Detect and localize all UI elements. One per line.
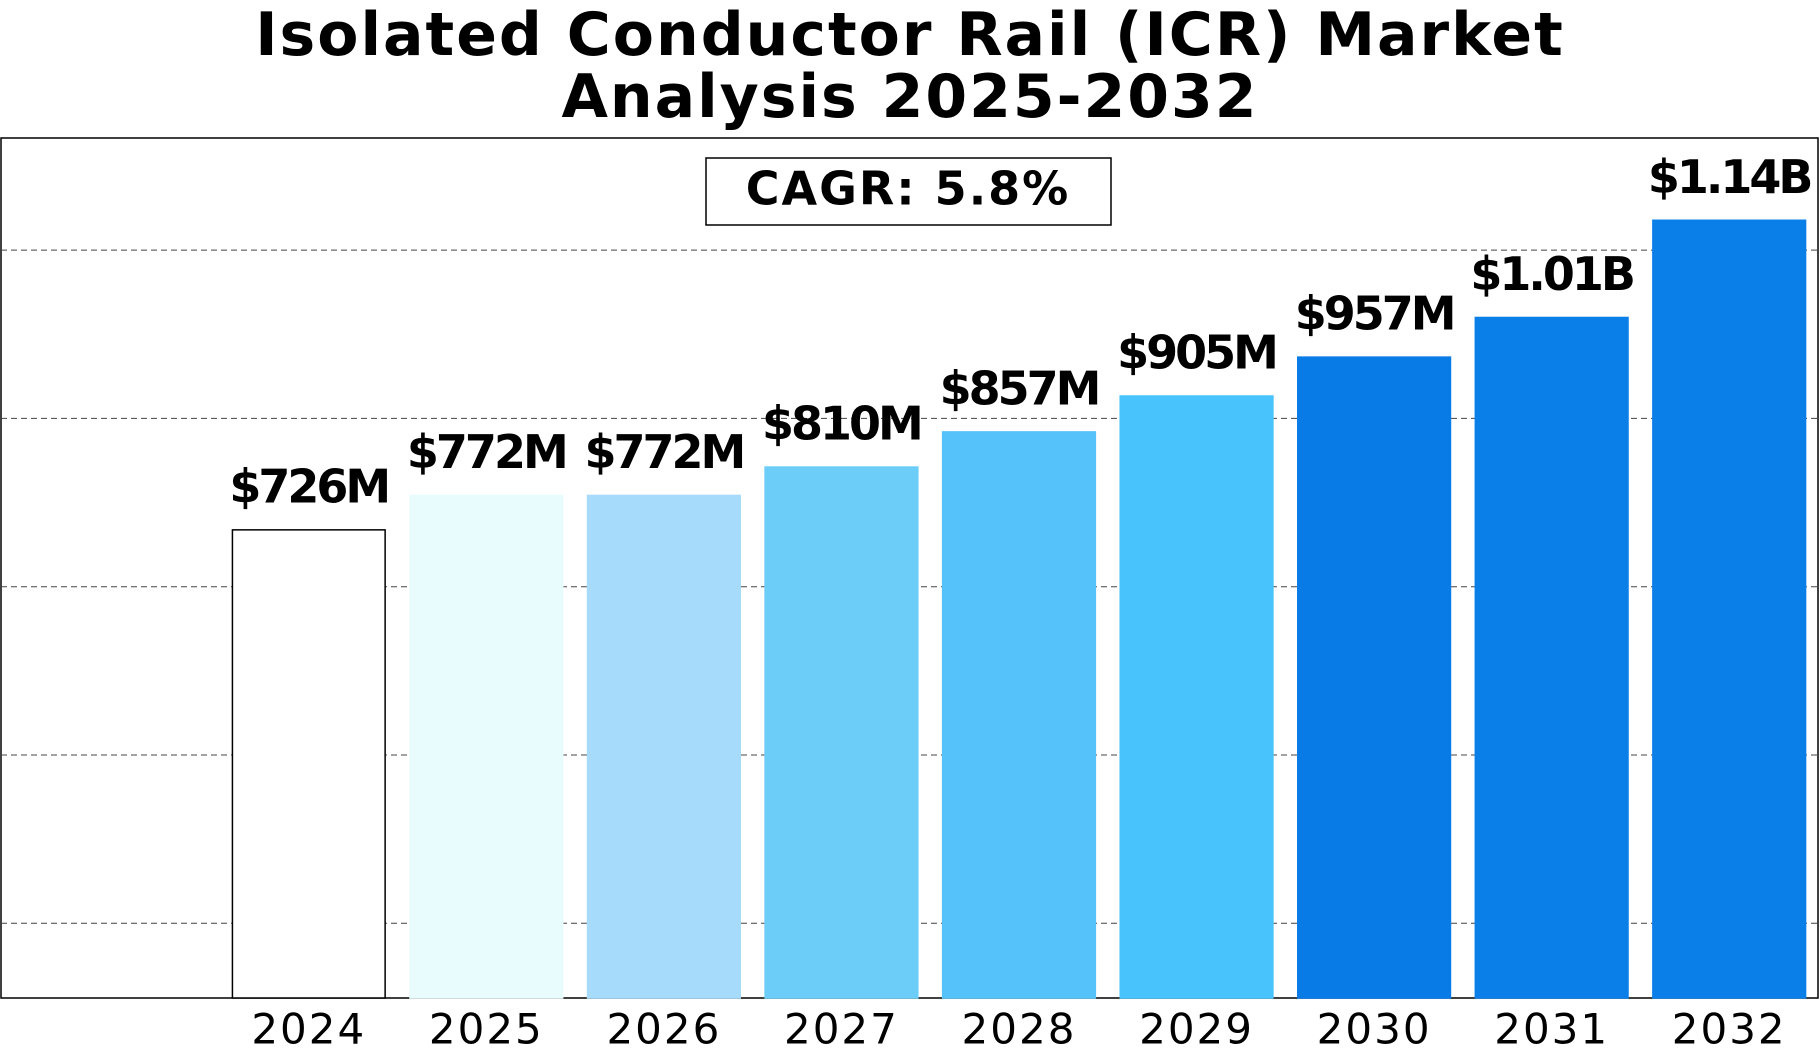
x-tick-label: 2024 xyxy=(251,1005,366,1054)
value-label: $905M xyxy=(1117,326,1276,380)
annotation-box xyxy=(705,157,1112,226)
value-label: $772M xyxy=(584,425,743,479)
value-label: $857M xyxy=(940,361,1099,415)
value-label: $1.14B xyxy=(1648,150,1811,204)
value-label: $726M xyxy=(229,459,388,513)
bar xyxy=(764,466,919,999)
chart-title: Isolated Conductor Rail (ICR) Market Ana… xyxy=(255,0,1565,132)
value-label: $772M xyxy=(407,425,566,479)
annotation: CAGR: 5.8% xyxy=(746,162,1071,216)
x-tick-label: 2025 xyxy=(429,1005,544,1054)
bar xyxy=(1474,316,1629,999)
x-tick-label: 2030 xyxy=(1317,1005,1432,1054)
bar xyxy=(231,529,386,999)
value-label: $1.01B xyxy=(1470,247,1633,301)
bar xyxy=(1652,219,1807,999)
value-label: $957M xyxy=(1295,287,1454,341)
bar xyxy=(409,494,564,999)
x-tick-label: 2027 xyxy=(784,1005,899,1054)
value-label: $810M xyxy=(762,397,921,451)
x-tick-label: 2028 xyxy=(962,1005,1077,1054)
bar xyxy=(1297,356,1452,999)
x-tick-label: 2026 xyxy=(606,1005,721,1054)
x-tick-label: 2031 xyxy=(1494,1005,1609,1054)
bar xyxy=(586,494,741,999)
bar xyxy=(1119,395,1274,999)
bar xyxy=(941,431,1097,999)
x-tick-label: 2029 xyxy=(1139,1005,1254,1054)
x-tick-label: 2032 xyxy=(1672,1005,1787,1054)
